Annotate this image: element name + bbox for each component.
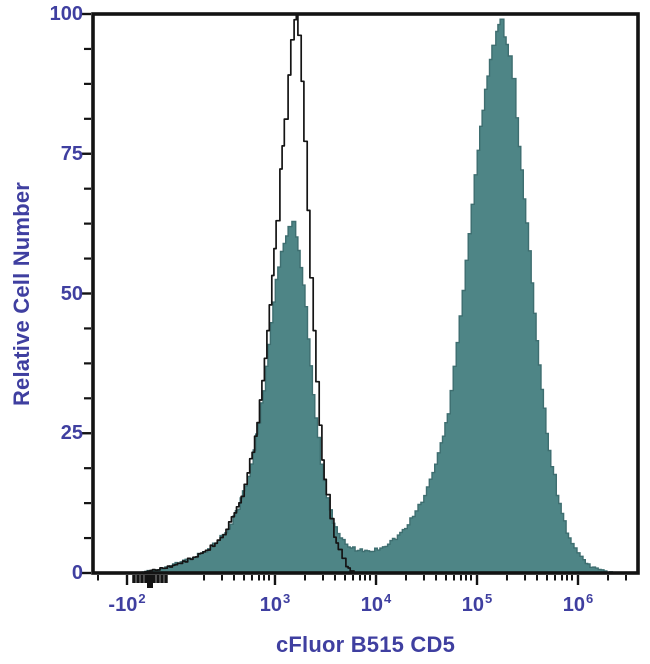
x-axis-tick-label: 103 — [259, 591, 291, 616]
y-axis-tick-label: 25 — [60, 422, 83, 445]
x-axis-tick-label: 105 — [461, 591, 493, 616]
open-overlay-histogram-series — [139, 12, 355, 574]
x-axis-tick-label: -102 — [108, 591, 146, 616]
y-axis-tick-label: 75 — [60, 142, 83, 165]
filled-histogram-series — [139, 18, 616, 574]
y-axis-tick-label: 0 — [71, 562, 83, 584]
plot-frame — [91, 12, 640, 575]
y-axis-tick-label: 50 — [60, 282, 83, 305]
x-axis-title: cFluor B515 CD5 — [275, 632, 456, 657]
x-axis-tick-label: 104 — [360, 591, 392, 616]
y-axis-tick-label: 100 — [49, 3, 83, 25]
x-axis-tick-label: 106 — [562, 591, 594, 616]
